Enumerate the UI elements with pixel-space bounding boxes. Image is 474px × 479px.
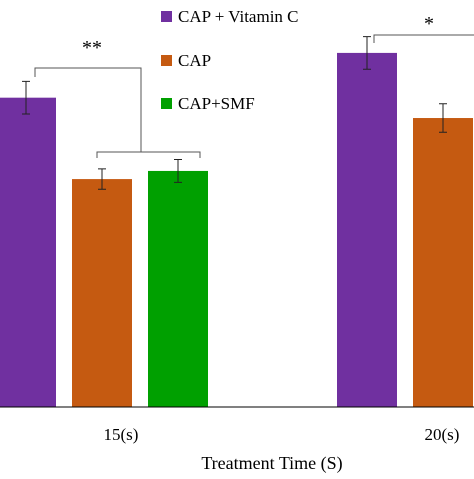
legend-label: CAP+SMF (178, 94, 255, 113)
significance-marker: * (424, 13, 434, 35)
bar (337, 52, 397, 407)
x-axis: 15(s) 20(s) Treatment Time (S) (0, 406, 474, 474)
x-tick-label: 20(s) (425, 425, 460, 444)
legend-entry: CAP (161, 51, 211, 70)
bars-layer (0, 36, 473, 408)
significance-marker: ** (82, 37, 102, 59)
error-bar (439, 103, 447, 133)
bar (148, 170, 208, 407)
legend: CAP + Vitamin C CAP CAP+SMF (161, 7, 299, 113)
error-bar (363, 36, 371, 70)
legend-swatch (161, 11, 172, 22)
x-tick-label: 15(s) (104, 425, 139, 444)
legend-label: CAP (178, 51, 211, 70)
legend-entry: CAP + Vitamin C (161, 7, 299, 26)
legend-swatch (161, 55, 172, 66)
bar (72, 179, 132, 407)
error-bar (22, 80, 30, 115)
legend-entry: CAP+SMF (161, 94, 255, 113)
bar (0, 97, 56, 408)
error-bar (98, 168, 106, 190)
bar (413, 118, 473, 407)
significance-annotations: ** * (34, 13, 474, 158)
x-axis-label: Treatment Time (S) (201, 453, 342, 474)
legend-swatch (161, 98, 172, 109)
legend-label: CAP + Vitamin C (178, 7, 299, 26)
significance-bracket (373, 34, 474, 43)
significance-bracket (34, 67, 201, 158)
error-bar (174, 159, 182, 183)
